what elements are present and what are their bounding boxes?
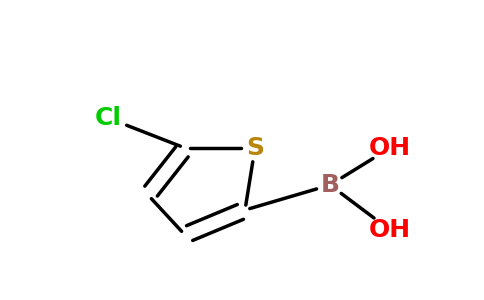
Text: OH: OH: [369, 136, 411, 160]
Text: B: B: [320, 173, 339, 197]
Text: Cl: Cl: [94, 106, 121, 130]
Text: OH: OH: [369, 218, 411, 242]
Text: S: S: [246, 136, 264, 160]
